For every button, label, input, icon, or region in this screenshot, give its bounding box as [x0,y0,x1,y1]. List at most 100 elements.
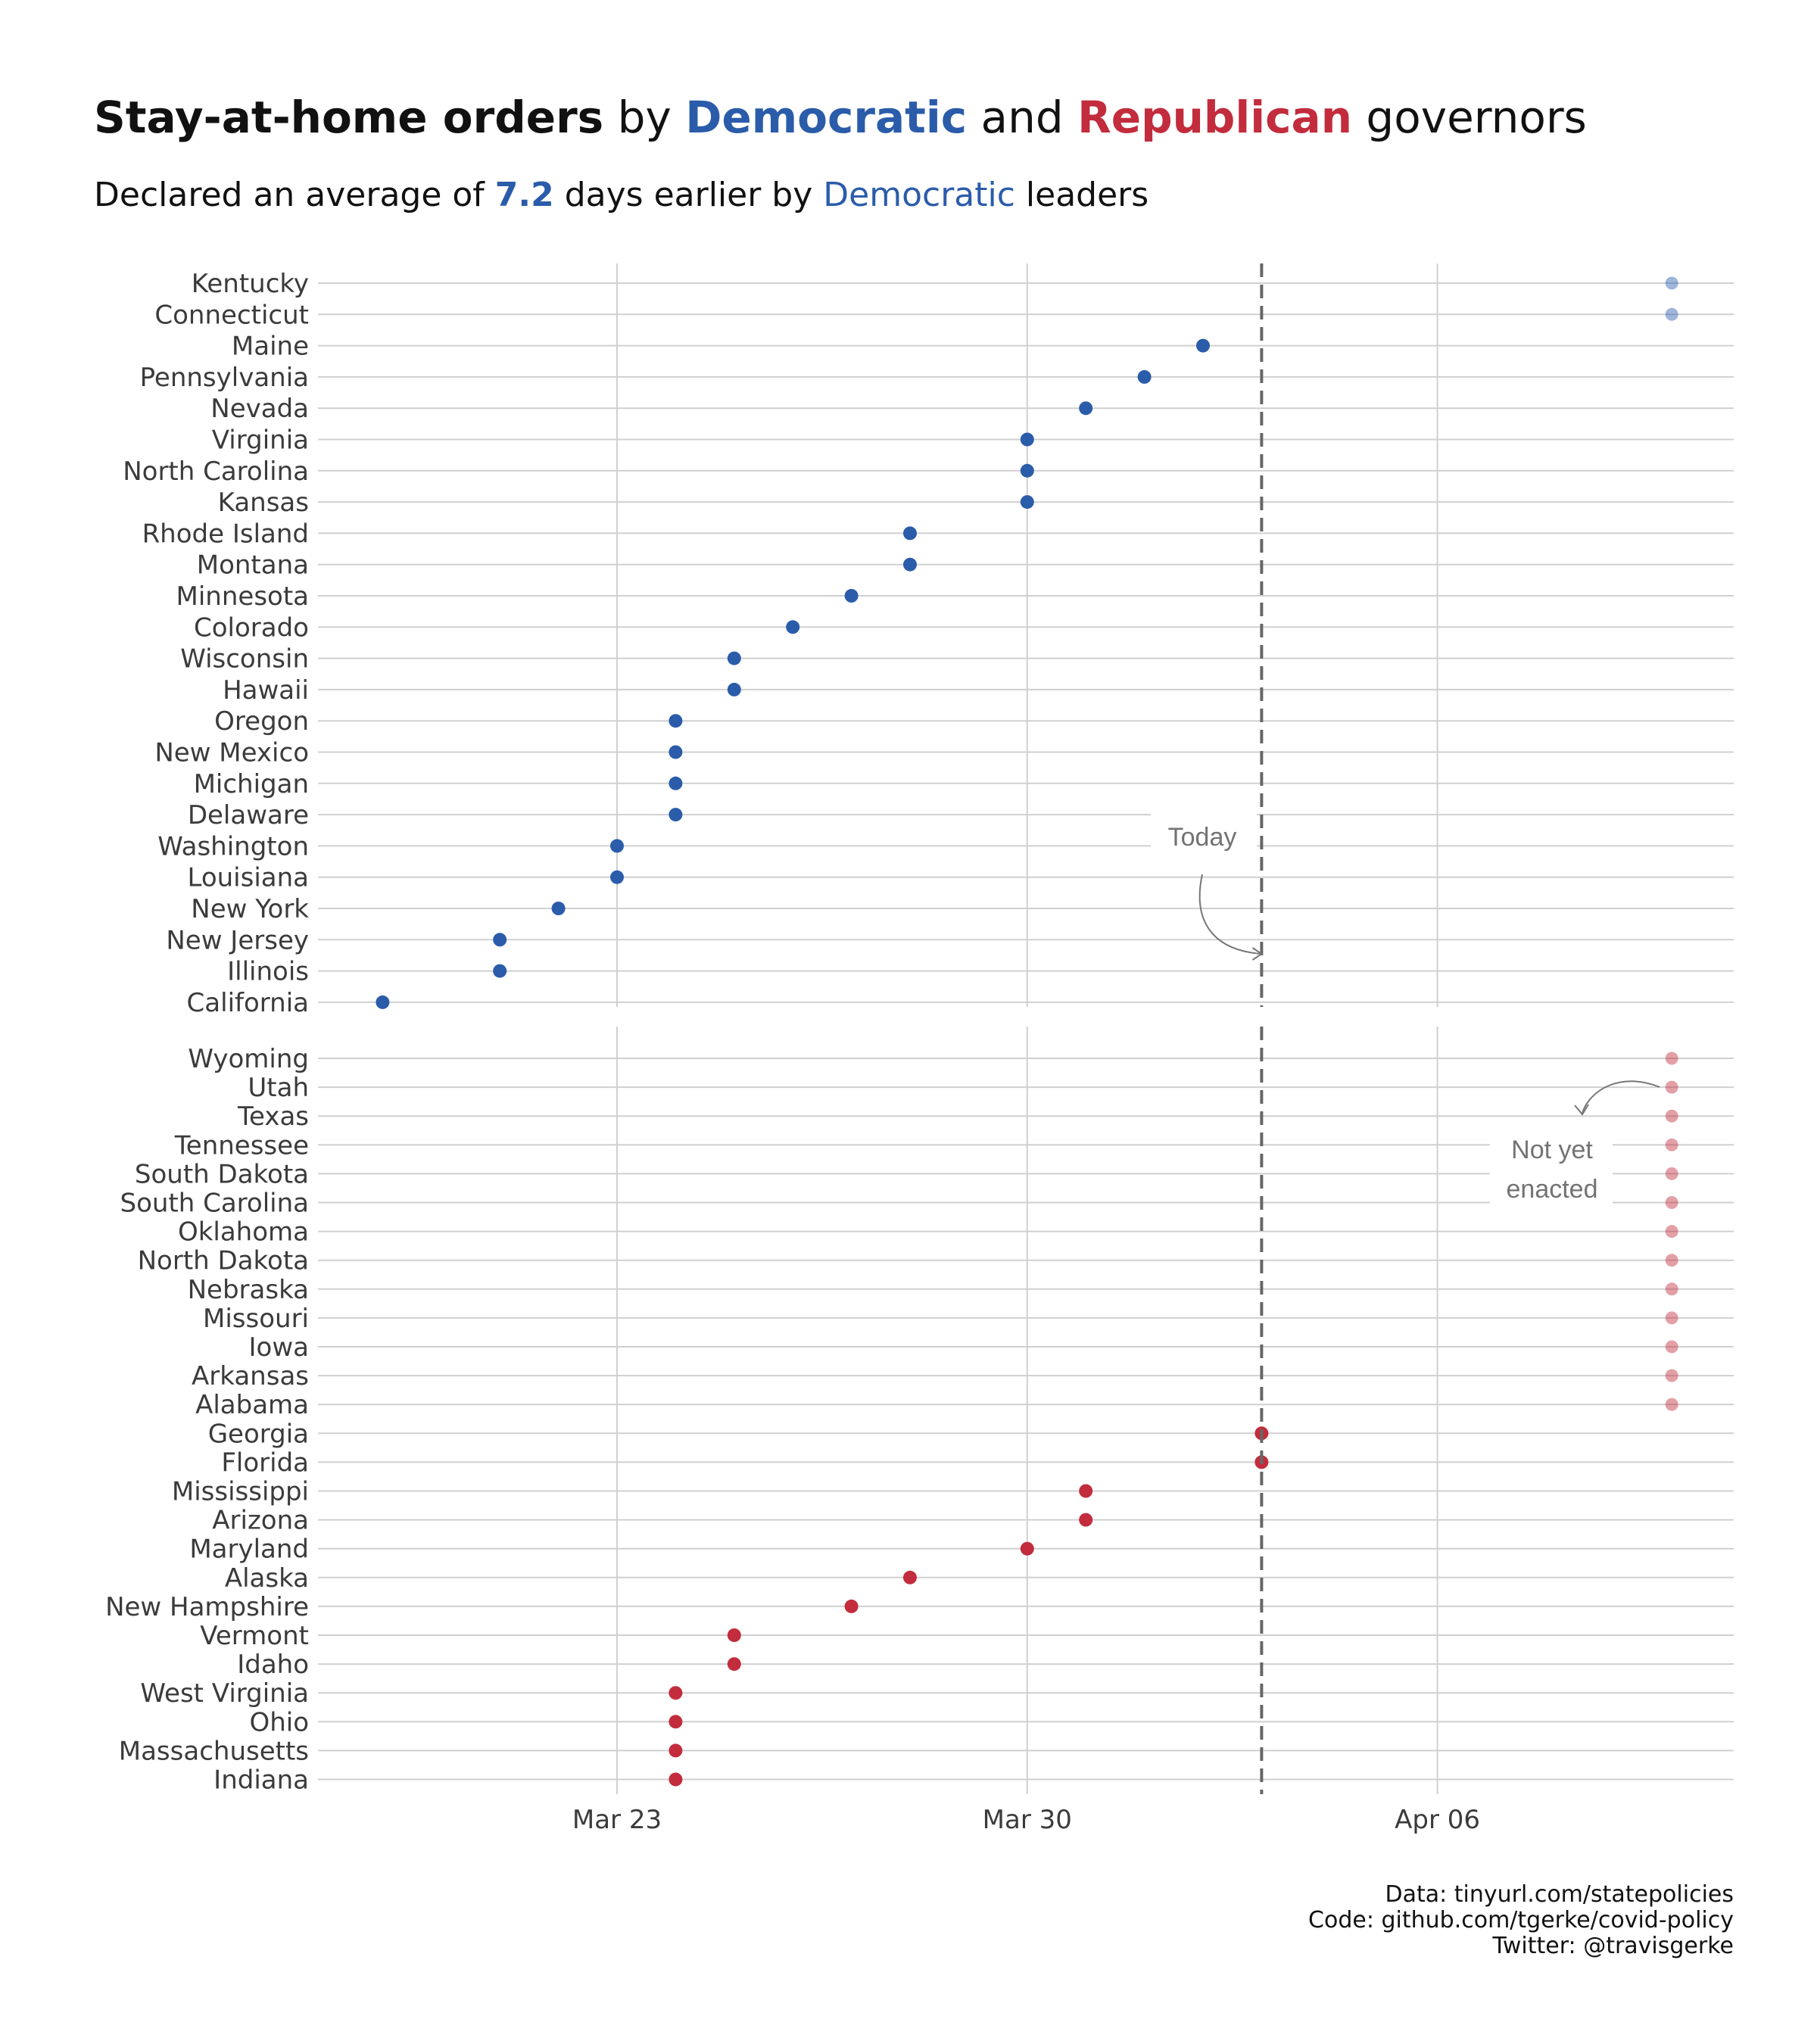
data-point [1079,1484,1093,1498]
state-label: Michigan [194,769,309,799]
state-label: Tennessee [174,1130,309,1161]
data-point-not-enacted [1665,1282,1678,1296]
not-yet-arrowhead [1574,1104,1589,1116]
caption-code: Code: github.com/tgerke/covid-policy [1308,1907,1734,1933]
data-point [551,902,566,915]
data-point-not-enacted [1665,1109,1678,1123]
not-yet-annotation-line2: enacted [1507,1175,1598,1204]
data-point [1020,432,1034,447]
data-point [669,714,683,728]
data-point-not-enacted [1665,1080,1678,1094]
data-point [903,526,917,541]
data-point [727,651,741,665]
data-point-not-enacted [1665,1167,1678,1180]
not-yet-label-bg [1490,1128,1613,1211]
data-point [844,1599,859,1613]
data-point-not-enacted [1665,1225,1678,1239]
data-point-not-enacted [1665,1254,1678,1267]
data-point [669,776,683,790]
not-yet-annotation-line1: Not yet [1511,1136,1593,1164]
state-label: Louisiana [187,863,309,893]
caption: Data: tinyurl.com/statepolicies Code: gi… [1308,1881,1734,1959]
state-label: Connecticut [154,300,309,330]
data-point [493,933,507,947]
data-point [376,995,390,1009]
state-label: Missouri [203,1304,309,1334]
data-point-not-enacted [1665,1340,1678,1354]
data-point [669,745,683,759]
state-label: Maryland [189,1535,309,1565]
state-label: Oklahoma [178,1217,309,1248]
state-label: Utah [248,1073,309,1103]
title-rep: Republican [1077,92,1352,143]
state-label: Virginia [212,425,309,456]
x-tick-label: Mar 30 [983,1805,1072,1835]
data-point [727,682,741,696]
state-label: Montana [197,550,309,581]
data-point [844,589,859,603]
x-axis: Mar 23 Mar 30 Apr 06 [572,1805,1480,1835]
data-point [610,839,624,853]
data-point [1020,495,1034,509]
state-label: Pennsylvania [140,363,309,393]
data-point [903,1570,917,1584]
state-label: Kentucky [192,269,309,299]
data-point [1196,338,1210,353]
data-point [727,1628,741,1642]
state-label: Massachusetts [119,1736,309,1766]
panel-democratic: KentuckyConnecticutMainePennsylvaniaNeva… [123,263,1734,1018]
subtitle-number: 7.2 [495,176,554,214]
state-label: Arizona [212,1506,309,1536]
title-dem: Democratic [685,92,967,143]
data-point-not-enacted [1665,1138,1678,1151]
state-label: Nevada [210,394,309,424]
data-point-not-enacted [1665,307,1678,321]
data-point-not-enacted [1665,1311,1678,1325]
state-label: North Dakota [138,1246,309,1276]
state-label: South Carolina [120,1189,309,1219]
state-label: South Dakota [135,1159,309,1189]
state-label: Kansas [218,488,309,518]
today-arrow [1198,874,1262,955]
state-label: Minnesota [176,581,309,612]
data-point-not-enacted [1665,1369,1678,1382]
data-point [903,557,917,572]
data-point-not-enacted [1665,276,1678,290]
data-point [727,1657,741,1672]
data-point-not-enacted [1665,1196,1678,1209]
state-label: North Carolina [123,456,309,487]
not-yet-arrow [1582,1080,1660,1114]
data-point [1137,369,1152,384]
state-label: Oregon [214,706,309,737]
subtitle-tail: leaders [1015,176,1148,214]
data-point [786,620,800,634]
today-arrowhead [1251,947,1264,961]
data-point [1020,1541,1034,1556]
state-label: New Hampshire [105,1592,309,1622]
subtitle-dem: Democratic [823,176,1015,214]
caption-twitter: Twitter: @travisgerke [1492,1933,1734,1959]
state-label: Alaska [225,1563,309,1594]
state-label: Washington [157,831,309,862]
data-point-not-enacted [1665,1052,1678,1065]
state-label: Georgia [208,1419,309,1449]
state-label: Rhode Island [142,519,309,549]
title-and: and [967,92,1077,143]
state-label: New Mexico [154,738,309,768]
x-tick-label: Mar 23 [572,1805,662,1835]
state-label: Vermont [200,1621,309,1651]
chart-subtitle: Declared an average of 7.2 days earlier … [94,176,1148,214]
state-label: Texas [237,1101,309,1132]
state-label: Hawaii [223,675,309,706]
data-point [669,1772,683,1787]
state-label: California [187,988,309,1018]
state-label: New York [191,894,309,924]
subtitle-lead: Declared an average of [94,176,495,214]
title-tail: governors [1352,92,1587,143]
state-label: Wisconsin [180,644,309,675]
state-label: Idaho [237,1650,309,1680]
panels: KentuckyConnecticutMainePennsylvaniaNeva… [105,263,1734,1796]
state-label: Mississippi [172,1477,309,1507]
subtitle-mid: days earlier by [554,176,824,214]
state-label: West Virginia [140,1678,309,1709]
